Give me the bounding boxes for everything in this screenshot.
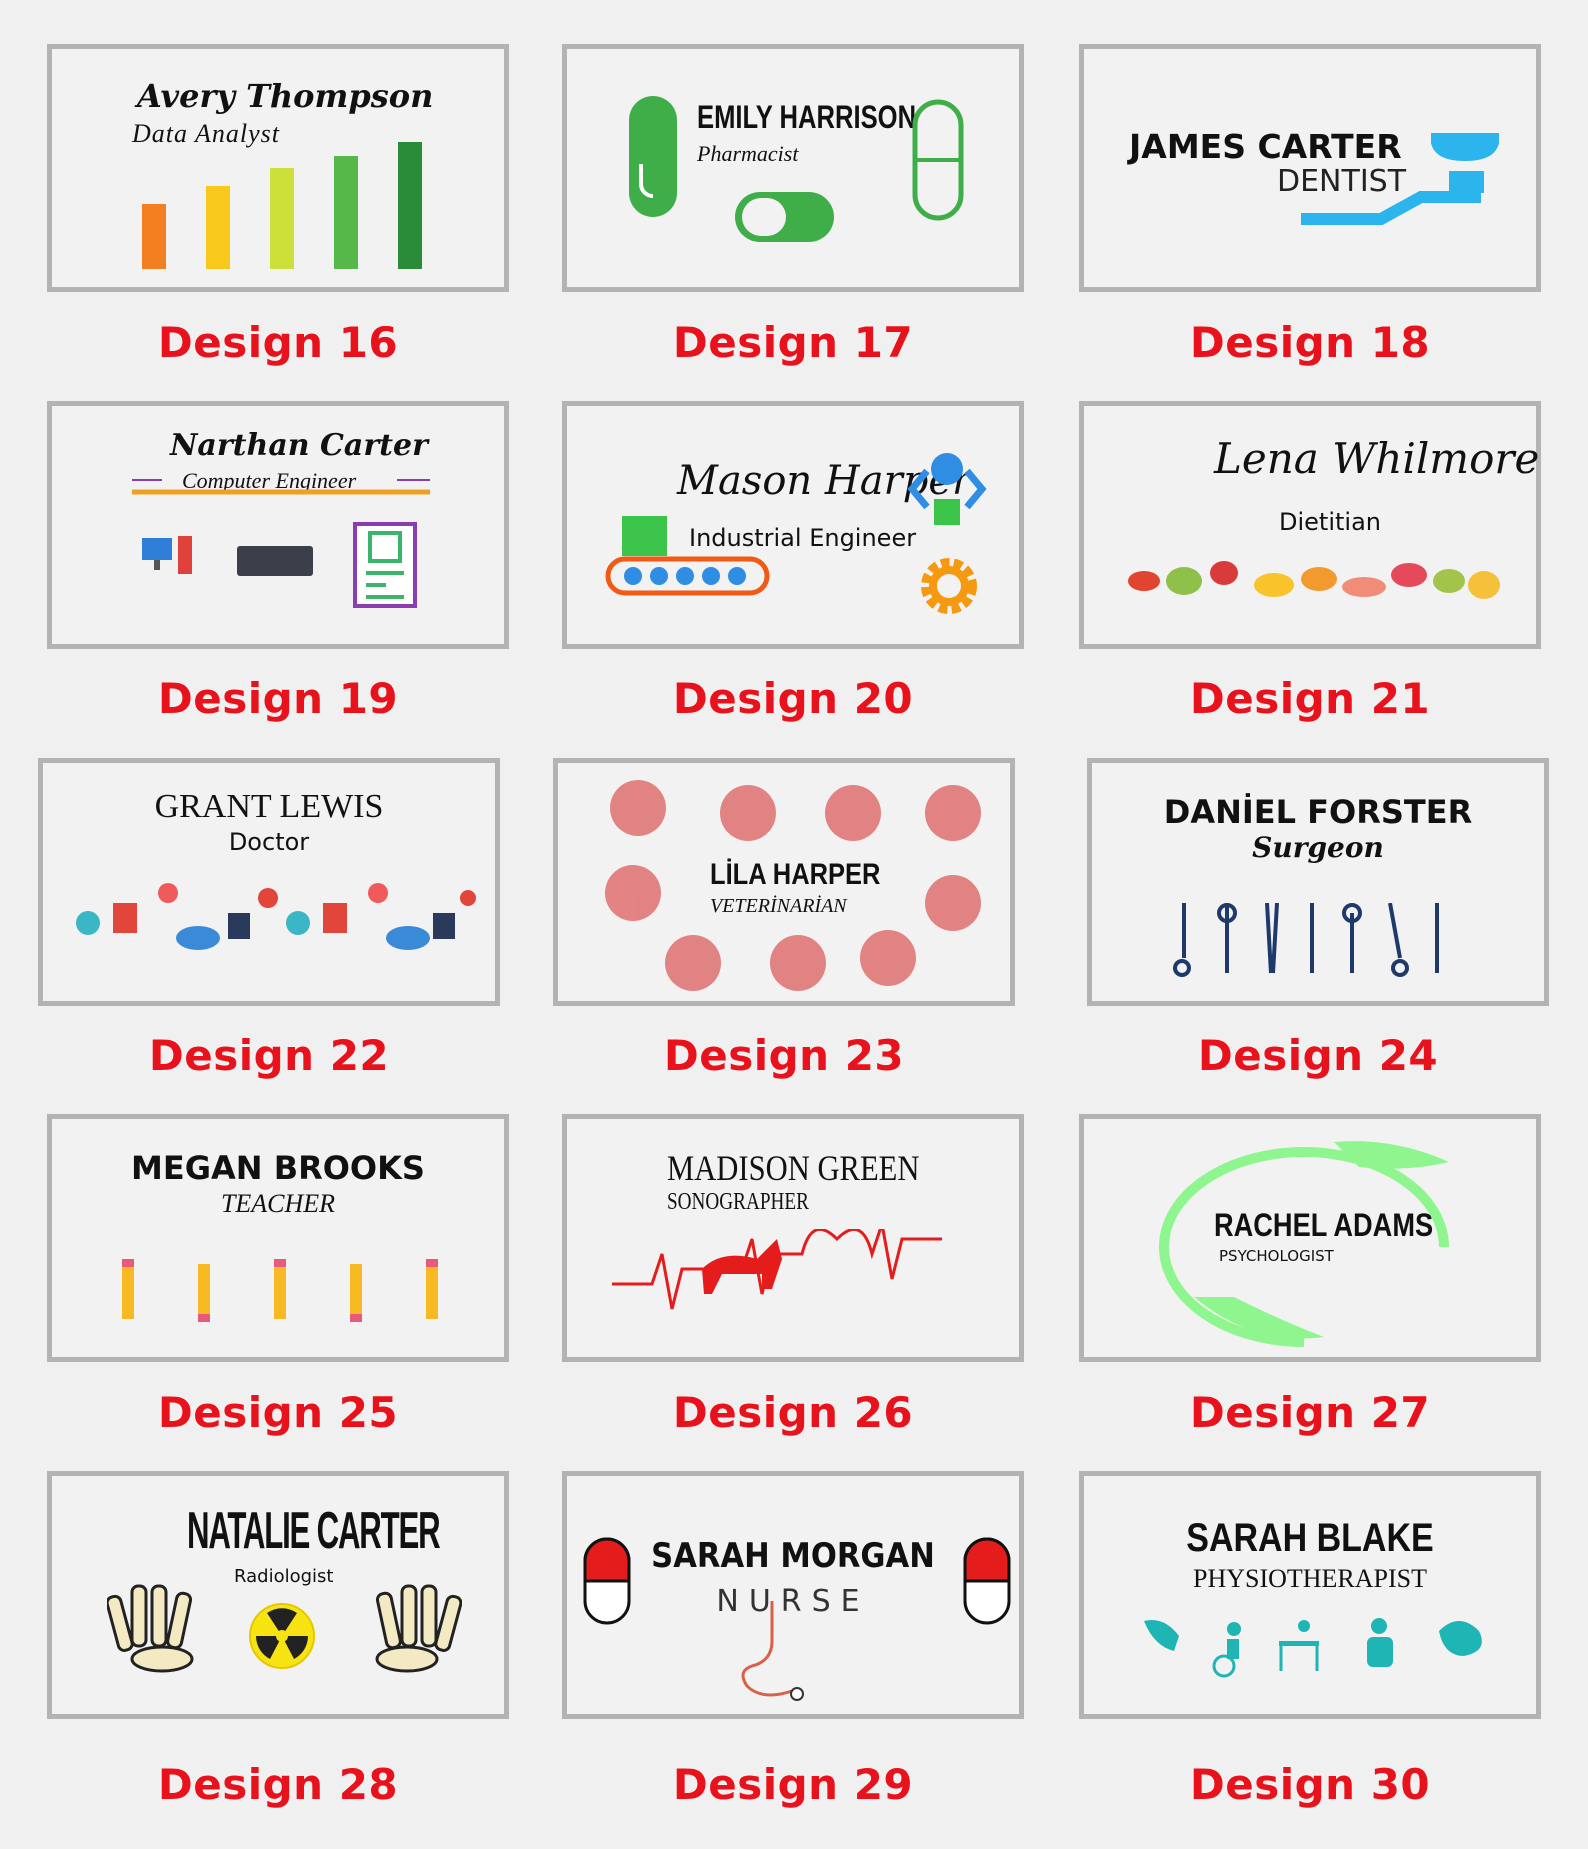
pill-icon <box>912 99 964 221</box>
badge-design-25[interactable]: MEGAN BROOKS TEACHER <box>47 1114 509 1362</box>
design-label: Design 22 <box>148 1031 390 1080</box>
design-label: Design 20 <box>672 674 914 723</box>
badge-design-26[interactable]: MADISON GREEN SONOGRAPHER <box>562 1114 1024 1362</box>
computer-icon <box>142 536 192 574</box>
badge-design-18[interactable]: JAMES CARTER DENTIST <box>1079 44 1541 292</box>
badge-name: Narthan Carter <box>170 428 428 463</box>
badge-title: Dietitian <box>1279 508 1381 536</box>
badge-title: SONOGRAPHER <box>667 1189 809 1215</box>
badge-name: JAMES CARTER <box>1129 127 1402 166</box>
design-label: Design 16 <box>157 318 399 367</box>
badge-design-27[interactable]: RACHEL ADAMS PSYCHOLOGIST <box>1079 1114 1541 1362</box>
badge-name: NATALIE CARTER <box>187 1502 441 1560</box>
badge-title: DENTIST <box>1277 164 1407 199</box>
conveyor-belt-icon <box>605 556 770 596</box>
design-label: Design 17 <box>672 318 914 367</box>
badge-name: Lena Whilmore <box>1214 434 1540 483</box>
heartbeat-horse-icon <box>612 1229 942 1310</box>
paw-pattern-illustration <box>605 780 981 991</box>
capsule-icon <box>583 1537 631 1625</box>
fruits-illustration <box>1128 561 1500 599</box>
badge-name: GRANT LEWIS <box>154 788 384 825</box>
badge-name: MEGAN BROOKS <box>131 1149 425 1187</box>
badge-name: Avery Thompson <box>137 77 434 115</box>
design-label: Design 19 <box>157 674 399 723</box>
pill-icon <box>629 96 677 217</box>
badge-design-29[interactable]: SARAH MORGAN NURSE <box>562 1471 1024 1719</box>
design-label: Design 26 <box>672 1388 914 1437</box>
keyboard-icon <box>237 546 313 576</box>
badge-design-17[interactable]: EMILY HARRISON Pharmacist <box>562 44 1024 292</box>
badge-title: PSYCHOLOGIST <box>1219 1247 1334 1265</box>
badge-title: Computer Engineer <box>182 468 357 493</box>
badge-title: PHYSIOTHERAPIST <box>1192 1564 1428 1593</box>
badge-title: NURSE <box>716 1584 870 1619</box>
badge-title: Industrial Engineer <box>689 524 917 552</box>
badge-title: Data Analyst <box>132 119 281 148</box>
robot-arm-icon <box>907 453 987 525</box>
badge-name: EMILY HARRISON <box>697 99 917 135</box>
gear-icon <box>921 558 977 614</box>
badge-title: VETERİNARİAN <box>710 895 847 917</box>
design-label: Design 25 <box>157 1388 399 1437</box>
radiation-icon <box>249 1603 315 1669</box>
physiotherapy-icons <box>1144 1618 1482 1678</box>
badge-name: SARAH MORGAN <box>651 1536 935 1576</box>
badge-design-19[interactable]: Narthan Carter Computer Engineer <box>47 401 509 649</box>
circuit-icon <box>353 522 417 608</box>
badge-name: MADISON GREEN <box>667 1148 920 1188</box>
design-label: Design 29 <box>672 1760 914 1809</box>
badge-design-20[interactable]: Mason Harper Industrial Engineer <box>562 401 1024 649</box>
badge-design-16[interactable]: Avery Thompson Data Analyst <box>47 44 509 292</box>
capsule-icon <box>963 1537 1011 1625</box>
toothbrush-icon <box>1301 171 1484 225</box>
pill-icon <box>735 192 834 242</box>
design-label: Design 28 <box>157 1760 399 1809</box>
badge-design-22[interactable]: GRANT LEWIS Doctor <box>38 758 500 1006</box>
badge-name: LİLA HARPER <box>710 858 881 891</box>
design-label: Design 23 <box>663 1031 905 1080</box>
badge-title: Doctor <box>228 828 310 856</box>
badge-design-21[interactable]: Lena Whilmore Dietitian <box>1079 401 1541 649</box>
surgical-tools-icon <box>1173 903 1439 977</box>
design-label: Design 27 <box>1189 1388 1431 1437</box>
badge-name: RACHEL ADAMS <box>1214 1207 1434 1243</box>
design-label: Design 18 <box>1189 318 1431 367</box>
teeth-icon <box>1431 133 1499 161</box>
design-label: Design 24 <box>1197 1031 1439 1080</box>
design-label: Design 21 <box>1189 674 1431 723</box>
badge-name: SARAH BLAKE <box>1186 1516 1434 1560</box>
badge-design-28[interactable]: NATALIE CARTER Radiologist <box>47 1471 509 1719</box>
badge-title: Surgeon <box>1252 831 1384 864</box>
hand-bones-icon <box>107 1584 194 1673</box>
box-icon <box>622 516 667 556</box>
badge-title: TEACHER <box>220 1189 336 1218</box>
bar-chart-icon <box>142 142 422 269</box>
badge-design-23[interactable]: LİLA HARPER VETERİNARİAN <box>553 758 1015 1006</box>
badge-title: Pharmacist <box>697 141 799 166</box>
hand-bones-icon <box>375 1584 462 1673</box>
badge-title: Radiologist <box>234 1566 334 1587</box>
stethoscope-icon <box>741 1601 804 1701</box>
badge-name: DANİEL FORSTER <box>1163 793 1473 831</box>
medical-illustration <box>76 883 476 950</box>
badge-design-24[interactable]: DANİEL FORSTER Surgeon <box>1087 758 1549 1006</box>
pencils-icon <box>122 1259 438 1322</box>
hands-circle-illustration <box>1159 1141 1449 1347</box>
design-label: Design 30 <box>1189 1760 1431 1809</box>
divider-line <box>132 479 430 495</box>
badge-design-30[interactable]: SARAH BLAKE PHYSIOTHERAPIST <box>1079 1471 1541 1719</box>
